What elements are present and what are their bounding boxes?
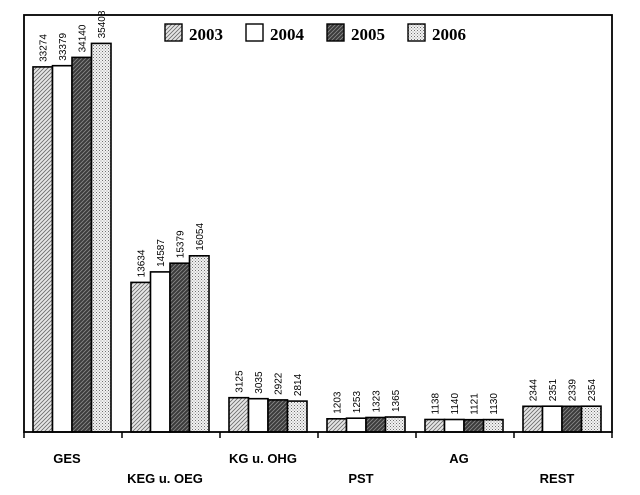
bar-kg-u-ohg-2005 bbox=[267, 399, 289, 433]
x-tick-label: KG u. OHG bbox=[229, 451, 297, 466]
value-label: 3125 bbox=[234, 370, 245, 393]
bar-pst-2006 bbox=[384, 416, 406, 433]
legend-swatch-2006 bbox=[407, 23, 426, 42]
bar-ag-2003 bbox=[424, 418, 446, 433]
legend-swatch-2004 bbox=[245, 23, 264, 42]
x-tick-label: AG bbox=[449, 451, 469, 466]
legend-swatch-2005 bbox=[326, 23, 345, 42]
x-tick-label: KEG u. OEG bbox=[127, 471, 203, 486]
value-label: 1121 bbox=[469, 393, 480, 415]
value-label: 1365 bbox=[391, 389, 402, 412]
plot-frame bbox=[23, 14, 613, 433]
bar-ges-2005 bbox=[71, 56, 93, 433]
bar-pst-2003 bbox=[326, 417, 348, 433]
x-tick-label: PST bbox=[348, 471, 373, 486]
bar-rest-2003 bbox=[522, 405, 544, 433]
bar-rest-2004 bbox=[541, 405, 563, 433]
bars bbox=[32, 42, 602, 433]
bar-ges-2006 bbox=[90, 42, 112, 433]
bar-kg-u-ohg-2003 bbox=[228, 396, 250, 433]
value-label: 16054 bbox=[195, 223, 206, 251]
bar-keg-u-oeg-2006 bbox=[188, 255, 210, 433]
value-label: 34140 bbox=[77, 24, 88, 52]
value-label: 2354 bbox=[587, 379, 598, 402]
legend-label-2004: 2004 bbox=[270, 25, 305, 44]
value-label: 1130 bbox=[489, 393, 500, 415]
value-label: 2814 bbox=[293, 373, 304, 396]
value-label: 14587 bbox=[156, 239, 167, 267]
legend: 2003 2004 2005 2006 bbox=[164, 23, 466, 44]
legend-label-2003: 2003 bbox=[189, 25, 223, 44]
value-label: 1323 bbox=[371, 390, 382, 413]
legend-swatch-2003 bbox=[164, 23, 183, 42]
value-label: 13634 bbox=[136, 249, 147, 277]
bar-ag-2005 bbox=[463, 418, 485, 433]
bar-keg-u-oeg-2005 bbox=[169, 262, 191, 433]
bar-ag-2004 bbox=[443, 418, 465, 433]
bar-pst-2004 bbox=[345, 417, 367, 433]
bar-ag-2006 bbox=[482, 418, 504, 433]
value-label: 2344 bbox=[528, 379, 539, 402]
bar-rest-2005 bbox=[561, 405, 583, 433]
bar-ges-2003 bbox=[32, 66, 54, 433]
bar-rest-2006 bbox=[580, 405, 602, 433]
value-label: 2339 bbox=[567, 379, 578, 402]
value-label: 15379 bbox=[175, 230, 186, 258]
bar-kg-u-ohg-2006 bbox=[286, 400, 308, 433]
value-label: 1203 bbox=[332, 391, 343, 414]
bar-keg-u-oeg-2003 bbox=[130, 281, 152, 433]
value-label: 33274 bbox=[38, 34, 49, 62]
x-tick-label: GES bbox=[53, 451, 81, 466]
legend-label-2005: 2005 bbox=[351, 25, 385, 44]
value-label: 1140 bbox=[450, 393, 461, 415]
value-label: 35408 bbox=[97, 10, 108, 38]
legend-label-2006: 2006 bbox=[432, 25, 466, 44]
x-tick-label: REST bbox=[540, 471, 575, 486]
value-labels: 33274 13634 3125 1203 1138 2344 33379 14587 3035… bbox=[38, 10, 598, 415]
value-label: 2351 bbox=[548, 379, 559, 402]
value-label: 33379 bbox=[58, 32, 69, 60]
bar-ges-2004 bbox=[51, 64, 73, 433]
value-label: 3035 bbox=[254, 371, 265, 394]
bar-keg-u-oeg-2004 bbox=[149, 271, 171, 433]
value-label: 1253 bbox=[352, 391, 363, 414]
value-label: 2922 bbox=[273, 372, 284, 395]
axes: GES KEG u. OEG KG u. OHG PST AG REST bbox=[23, 14, 613, 486]
value-label: 1138 bbox=[430, 393, 441, 415]
bar-pst-2005 bbox=[365, 416, 387, 433]
bar-kg-u-ohg-2004 bbox=[247, 397, 269, 433]
